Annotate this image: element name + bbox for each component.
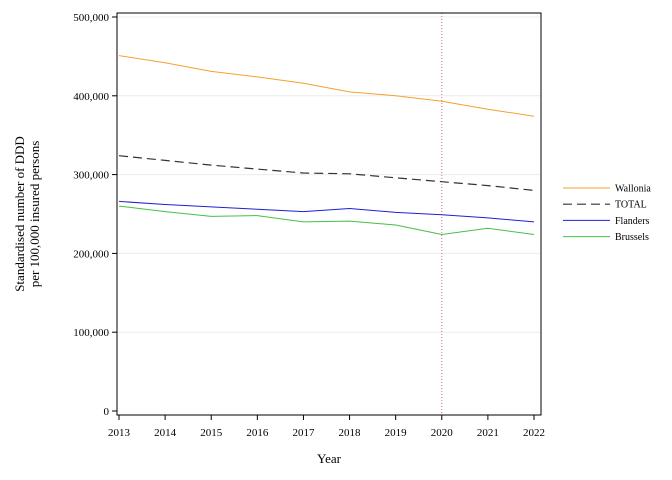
x-tick-label-1: 2014 xyxy=(154,427,177,439)
y-tick-label-3: 300,000 xyxy=(73,170,109,182)
legend-label-wallonia: Wallonia xyxy=(615,184,651,195)
series-line-total xyxy=(118,155,535,191)
x-axis: 2013 2014 2015 2016 2017 2018 2019 2020 2021 2022 xyxy=(108,415,545,439)
y-tick-label-4: 400,000 xyxy=(73,91,109,103)
y-axis-title-line-1: Standardised number of DDD xyxy=(12,136,27,292)
series-lines xyxy=(118,55,535,236)
x-tick-label-8: 2021 xyxy=(477,427,499,439)
x-tick-label-9: 2022 xyxy=(523,427,545,439)
x-tick-label-0: 2013 xyxy=(108,427,131,439)
y-tick-label-2: 200,000 xyxy=(73,248,109,260)
legend: Wallonia TOTAL Flanders Brussels xyxy=(563,184,651,243)
x-tick-label-3: 2016 xyxy=(246,427,269,439)
y-tick-label-5: 500,000 xyxy=(73,12,109,24)
x-tick-label-6: 2019 xyxy=(385,427,408,439)
grid-lines xyxy=(117,16,541,333)
legend-label-brussels: Brussels xyxy=(615,232,649,243)
y-axis-title-line-2: per 100,000 insured persons xyxy=(27,141,42,288)
series-line-flanders xyxy=(118,200,535,223)
x-tick-label-7: 2020 xyxy=(431,427,454,439)
legend-label-total: TOTAL xyxy=(615,200,647,211)
series-line-brussels xyxy=(118,205,535,236)
x-tick-label-2: 2015 xyxy=(200,427,223,439)
plot-frame xyxy=(116,12,542,416)
x-tick-label-5: 2018 xyxy=(339,427,362,439)
x-tick-label-4: 2017 xyxy=(292,427,315,439)
series-line-wallonia xyxy=(118,55,535,117)
y-tick-label-1: 100,000 xyxy=(73,327,109,339)
y-axis: 0 100,000 200,000 300,000 400,000 500,000 xyxy=(73,12,117,418)
y-tick-label-0: 0 xyxy=(104,406,110,418)
legend-label-flanders: Flanders xyxy=(615,216,650,227)
x-axis-title: Year xyxy=(317,451,342,466)
